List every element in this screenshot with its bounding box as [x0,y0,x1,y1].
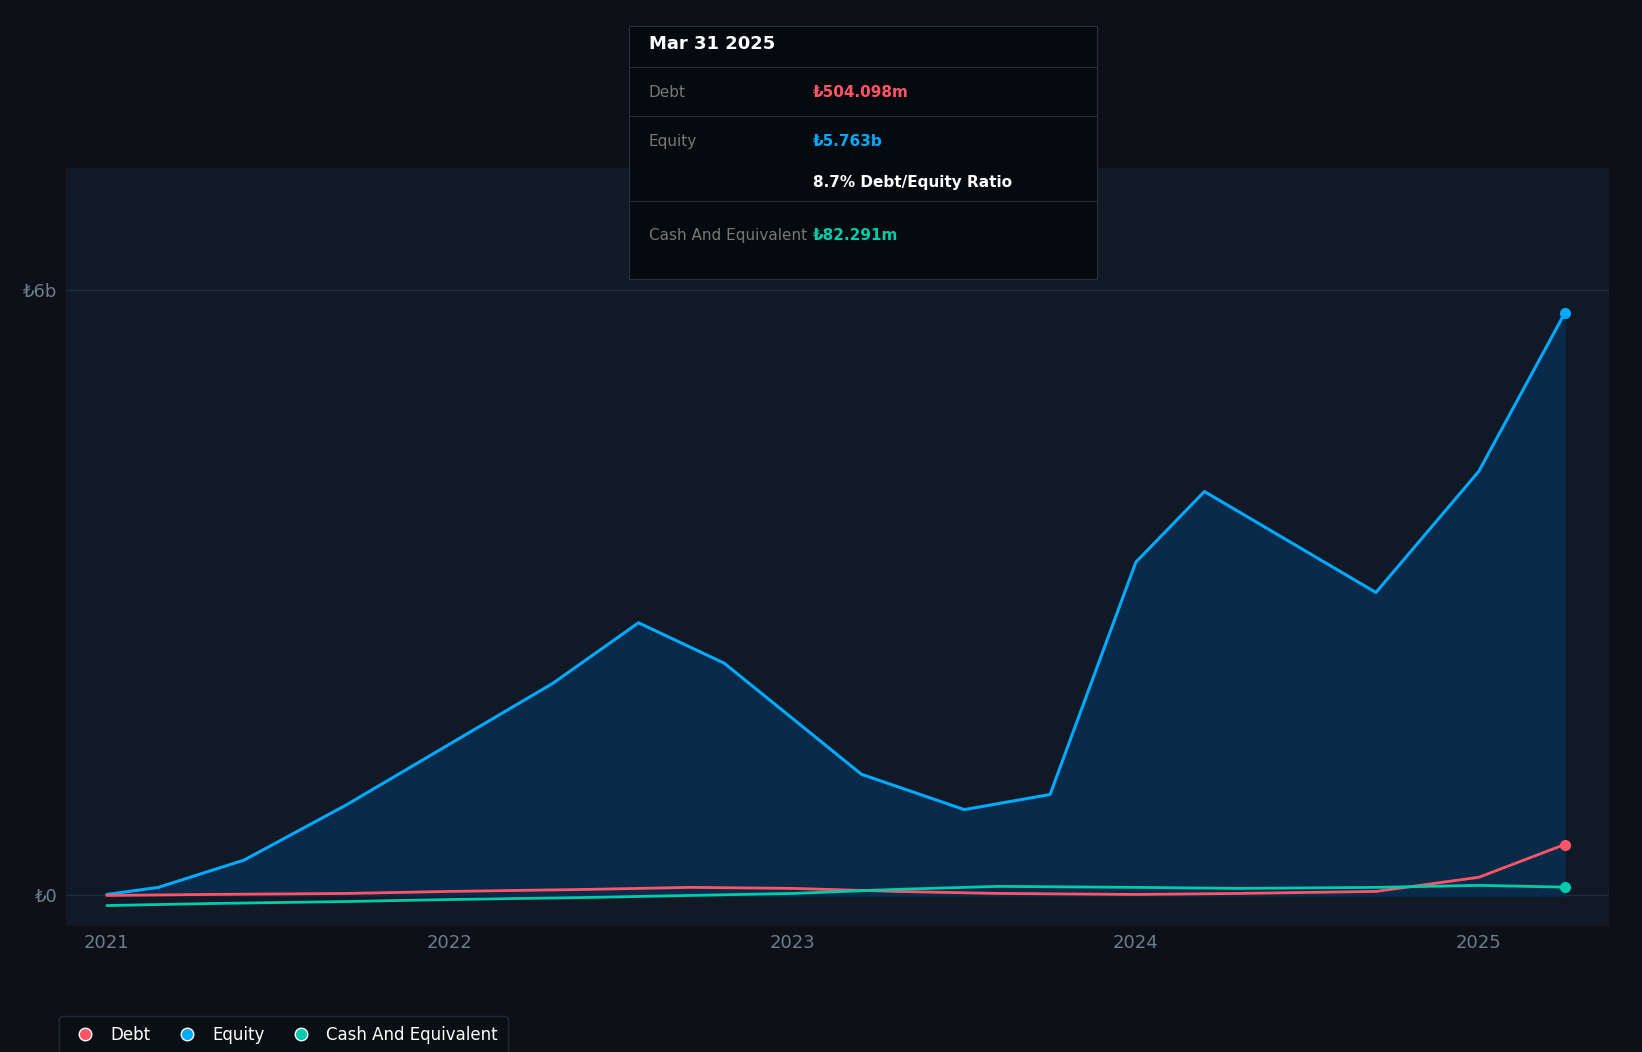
Text: Equity: Equity [649,134,696,148]
Text: Mar 31 2025: Mar 31 2025 [649,35,775,53]
Text: 8.7% Debt/Equity Ratio: 8.7% Debt/Equity Ratio [813,175,1011,189]
Text: Debt: Debt [649,85,686,100]
Legend: Debt, Equity, Cash And Equivalent: Debt, Equity, Cash And Equivalent [59,1016,507,1052]
Text: ₺504.098m: ₺504.098m [813,85,908,100]
Text: ₺82.291m: ₺82.291m [813,228,898,243]
Text: Cash And Equivalent: Cash And Equivalent [649,228,806,243]
Text: ₺5.763b: ₺5.763b [813,134,882,148]
